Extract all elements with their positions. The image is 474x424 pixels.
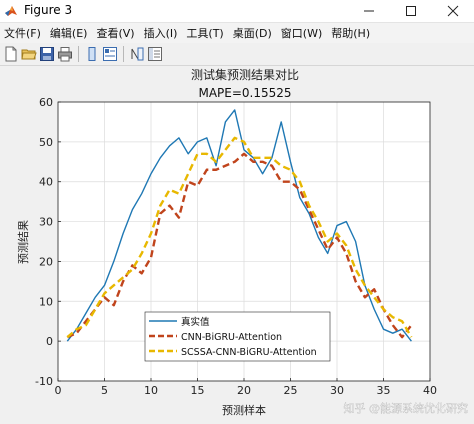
chart-title: 测试集预测结果对比 [191,67,299,82]
y-tick-label: 40 [39,176,53,189]
open-file-icon[interactable] [21,46,37,62]
series-line-1[interactable] [66,109,412,342]
menu-insert[interactable]: 插入(I) [143,27,178,40]
close-button[interactable] [432,0,474,22]
series-line-3[interactable] [66,136,413,339]
window-title-bar[interactable]: Figure 3 [0,0,474,23]
new-figure-icon[interactable] [3,46,19,62]
y-tick-label: 10 [39,295,53,308]
x-axis-label: 预测样本 [222,403,266,417]
y-tick-label: 30 [39,216,53,229]
menu-help[interactable]: 帮助(H) [331,27,371,40]
menu-bar: 文件(F) 编辑(E) 查看(V) 插入(I) 工具(T) 桌面(D) 窗口(W… [0,23,474,43]
close-icon [447,5,459,16]
chart[interactable]: 测试集预测结果对比 MAPE=0.15525 0 5 10 15 20 25 30 35 40 -… [0,66,474,420]
matlab-logo-icon [5,6,17,16]
y-tick-label: 0 [46,335,53,348]
y-tick-label: 60 [39,96,53,109]
minimize-button[interactable] [348,0,390,22]
series-line-2[interactable] [66,152,413,339]
x-tick-label: 20 [237,384,251,397]
link-plot-icon[interactable] [84,46,100,62]
property-inspector-icon[interactable] [102,46,118,62]
x-tick-label: 25 [284,384,298,397]
legend-box [144,311,331,362]
menu-edit[interactable]: 编辑(E) [49,27,88,40]
toolbar-separator [123,46,124,62]
print-icon[interactable] [57,46,73,62]
x-tick-label: 35 [377,384,391,397]
menu-tools[interactable]: 工具(T) [186,27,224,40]
x-tick-label: 15 [191,384,205,397]
x-tick-label: 0 [55,384,62,397]
toolbar-separator [78,46,79,62]
series-lines [66,109,413,342]
save-icon[interactable] [39,46,55,62]
y-tick-label: 50 [39,136,53,149]
x-tick-label: 30 [330,384,344,397]
menu-view[interactable]: 查看(V) [96,27,135,40]
legend[interactable]: 真实值 CNN-BiGRU-Attention SCSSA-CNN-BiGRU-At… [144,311,331,362]
y-tick-label: -10 [35,375,53,388]
minimize-icon [364,10,374,11]
y-axis-label: 预测结果 [17,220,30,264]
x-tick-label: 10 [144,384,158,397]
x-tick-label: 40 [423,384,437,397]
window-title: Figure 3 [24,3,73,17]
hide-plot-tools-icon[interactable] [129,46,145,62]
menu-file[interactable]: 文件(F) [4,27,41,40]
figure-toolbar [0,43,474,66]
chart-subtitle: MAPE=0.15525 [198,86,291,100]
x-tick-label: 5 [101,384,108,397]
menu-window[interactable]: 窗口(W) [280,27,323,40]
legend-label: 真实值 [181,316,210,328]
legend-label: SCSSA-CNN-BiGRU-Attention [181,347,317,358]
legend-label: CNN-BiGRU-Attention [181,332,282,343]
maximize-icon [406,5,416,16]
y-tick-label: 20 [39,255,53,268]
figure-canvas: 测试集预测结果对比 MAPE=0.15525 0 5 10 15 20 25 30 35 40 -… [0,66,474,420]
watermark: 知乎 @能源系统优化研究 [344,401,469,415]
maximize-button[interactable] [390,0,432,22]
menu-desktop[interactable]: 桌面(D) [232,27,272,40]
show-plot-tools-icon[interactable] [147,46,163,62]
